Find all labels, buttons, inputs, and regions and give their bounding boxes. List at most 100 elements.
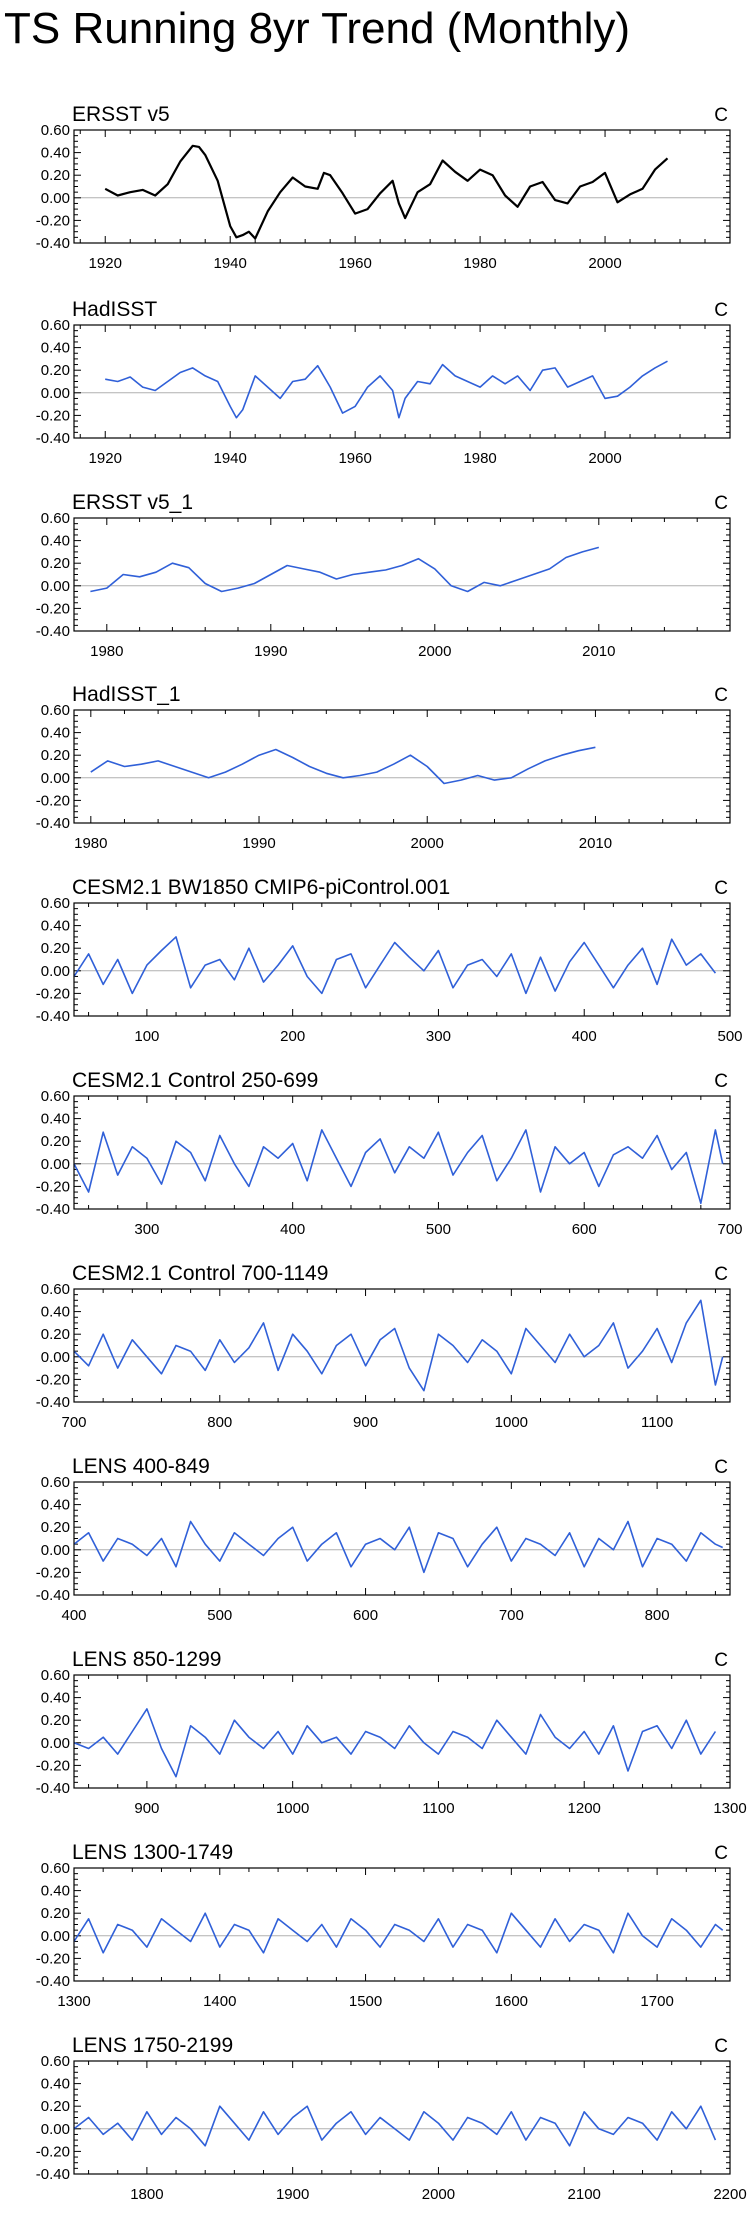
plot-frame [73, 2060, 731, 2175]
panel-title: LENS 1300-1749 [72, 1841, 233, 1864]
y-tick-label: 0.00 [41, 1156, 70, 1173]
y-tick-label: -0.40 [36, 1394, 70, 1411]
plot-frame [73, 1867, 731, 1982]
x-tick-label: 800 [207, 1414, 232, 1431]
y-tick-label: 0.00 [41, 385, 70, 402]
x-tick-label: 1920 [89, 450, 122, 467]
y-tick-label: 0.40 [41, 725, 70, 742]
panel-title: HadISST [72, 298, 157, 321]
y-tick-label: -0.20 [36, 2143, 70, 2160]
y-tick-label: -0.40 [36, 1780, 70, 1797]
y-tick-label: 0.60 [41, 1088, 70, 1105]
chart-panel-3: ERSST v5_1 C 0.60 0.40 0.20 0.00 -0.20 -0.40 198… [36, 491, 731, 660]
y-tick-label: -0.40 [36, 235, 70, 252]
y-tick-label: -0.20 [36, 407, 70, 424]
x-tick-label: 500 [207, 1607, 232, 1624]
units-label: C [714, 1457, 728, 1478]
x-tick-label: 600 [353, 1607, 378, 1624]
plot-frame [73, 517, 731, 632]
panel-title: ERSST v5_1 [72, 491, 193, 514]
chart-panel-8: LENS 400-849 C 0.60 0.40 0.20 0.00 -0.20 -0.40 4… [36, 1455, 731, 1624]
y-tick-label: -0.20 [36, 792, 70, 809]
units-label: C [714, 1843, 728, 1864]
series-line [90, 546, 600, 593]
y-tick-label: 0.20 [41, 940, 70, 957]
chart-panel-5: CESM2.1 BW1850 CMIP6-piControl.001 C 0.60 0… [36, 876, 743, 1045]
x-tick-label: 1600 [495, 1993, 528, 2010]
y-tick-label: 0.00 [41, 190, 70, 207]
panel-title: CESM2.1 BW1850 CMIP6-piControl.001 [72, 876, 450, 899]
units-label: C [714, 2036, 728, 2057]
x-tick-label: 700 [61, 1414, 86, 1431]
plot-frame [73, 324, 731, 439]
chart-panel-10: LENS 1300-1749 C 0.60 0.40 0.20 0.00 -0.20 -0.4… [36, 1841, 731, 2010]
x-tick-label: 900 [353, 1414, 378, 1431]
x-tick-label: 400 [572, 1028, 597, 1045]
x-tick-label: 2000 [588, 450, 621, 467]
panel-title: CESM2.1 Control 700-1149 [72, 1262, 328, 1285]
y-tick-label: 0.20 [41, 555, 70, 572]
y-tick-label: 0.40 [41, 2076, 70, 2093]
x-tick-label: 2100 [568, 2186, 601, 2203]
x-tick-label: 1900 [276, 2186, 309, 2203]
y-tick-label: -0.20 [36, 600, 70, 617]
y-tick-label: 0.40 [41, 145, 70, 162]
series-line [90, 746, 596, 785]
x-tick-label: 100 [134, 1028, 159, 1045]
y-tick-label: 0.20 [41, 167, 70, 184]
plot-frame [73, 1095, 731, 1210]
x-tick-label: 500 [426, 1221, 451, 1238]
y-tick-label: 0.00 [41, 1349, 70, 1366]
y-tick-label: 0.00 [41, 770, 70, 787]
y-tick-label: 0.20 [41, 362, 70, 379]
y-tick-label: 0.20 [41, 2098, 70, 2115]
x-tick-label: 1200 [568, 1800, 601, 1817]
y-tick-label: 0.60 [41, 1281, 70, 1298]
x-tick-label: 1300 [713, 1800, 746, 1817]
x-tick-label: 800 [645, 1607, 670, 1624]
units-label: C [714, 1650, 728, 1671]
y-tick-label: -0.40 [36, 430, 70, 447]
series-line [73, 1129, 724, 1205]
y-tick-label: -0.20 [36, 1757, 70, 1774]
y-tick-label: 0.40 [41, 1497, 70, 1514]
x-tick-label: 1980 [463, 255, 496, 272]
panel-title: LENS 400-849 [72, 1455, 210, 1478]
series-line [105, 360, 668, 419]
chart-panel-1: ERSST v5 C 0.60 0.40 0.20 0.00 -0.20 -0.40 1920 1… [36, 103, 731, 272]
page-title: TS Running 8yr Trend (Monthly) [4, 4, 631, 53]
units-label: C [714, 878, 728, 899]
units-label: C [714, 105, 728, 126]
x-tick-label: 2010 [579, 835, 612, 852]
series-line [73, 1912, 724, 1954]
y-tick-label: -0.20 [36, 1564, 70, 1581]
x-tick-label: 2000 [588, 255, 621, 272]
x-tick-label: 300 [134, 1221, 159, 1238]
x-tick-label: 1000 [276, 1800, 309, 1817]
x-tick-label: 1980 [90, 643, 123, 660]
x-tick-label: 600 [572, 1221, 597, 1238]
x-tick-label: 1980 [74, 835, 107, 852]
y-tick-label: 0.60 [41, 122, 70, 139]
panel-title: CESM2.1 Control 250-699 [72, 1069, 318, 1092]
y-tick-label: 0.20 [41, 1905, 70, 1922]
x-tick-label: 700 [717, 1221, 742, 1238]
y-tick-label: -0.20 [36, 985, 70, 1002]
y-tick-label: 0.40 [41, 1883, 70, 1900]
plot-frame [73, 902, 731, 1017]
x-tick-label: 2010 [582, 643, 615, 660]
y-tick-label: 0.20 [41, 1519, 70, 1536]
series-line [73, 936, 717, 995]
x-tick-label: 2000 [411, 835, 444, 852]
panel-title: ERSST v5 [72, 103, 170, 126]
y-tick-label: 0.00 [41, 578, 70, 595]
series-line [104, 144, 669, 240]
x-tick-label: 1100 [422, 1800, 454, 1817]
y-tick-label: 0.20 [41, 1133, 70, 1150]
plot-frame [73, 1674, 731, 1789]
y-tick-label: -0.40 [36, 623, 70, 640]
units-label: C [714, 1071, 728, 1092]
plot-frame [73, 129, 731, 244]
y-tick-label: 0.20 [41, 1712, 70, 1729]
